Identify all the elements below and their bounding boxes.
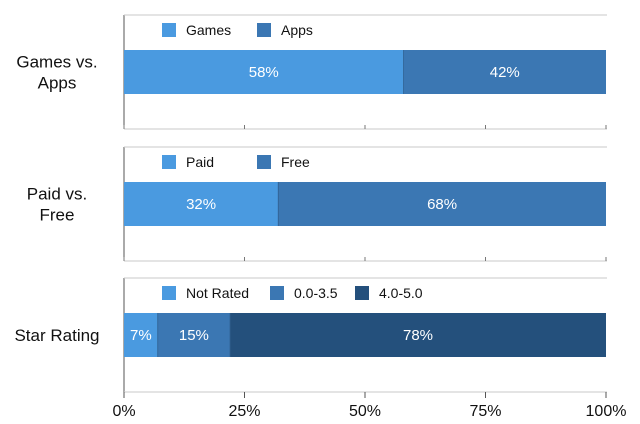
category-label: Paid vs. (27, 185, 87, 204)
legend-swatch (162, 155, 176, 169)
bar-segment[interactable] (403, 50, 606, 94)
data-label: 58% (249, 64, 279, 81)
data-label: 78% (403, 327, 433, 344)
bar-segment[interactable] (230, 313, 607, 357)
legend-label: Games (186, 22, 231, 38)
data-label: 7% (130, 327, 152, 344)
data-label: 15% (179, 327, 209, 344)
bar-segment[interactable] (278, 182, 606, 226)
legend-swatch (257, 23, 271, 37)
legend-swatch (162, 286, 176, 300)
legend-label: Paid (186, 154, 214, 170)
legend-label: 0.0-3.5 (294, 285, 338, 301)
x-tick-label: 75% (469, 403, 501, 420)
bar-segment[interactable] (157, 313, 231, 357)
legend-label: Apps (281, 22, 313, 38)
bar-segment[interactable] (124, 50, 404, 94)
legend-swatch (270, 286, 284, 300)
legend-label: 4.0-5.0 (379, 285, 423, 301)
bar-segment[interactable] (124, 313, 158, 357)
x-tick-label: 50% (349, 403, 381, 420)
legend-swatch (257, 155, 271, 169)
bar-segment[interactable] (124, 182, 279, 226)
legend-swatch (162, 23, 176, 37)
category-label: Apps (38, 74, 77, 93)
data-label: 68% (427, 196, 457, 213)
category-label: Free (40, 206, 75, 225)
category-label: Games vs. (16, 53, 97, 72)
category-label: Star Rating (14, 326, 99, 345)
x-tick-label: 100% (586, 403, 627, 420)
legend-label: Free (281, 154, 310, 170)
legend-label: Not Rated (186, 285, 249, 301)
legend-swatch (355, 286, 369, 300)
x-tick-label: 0% (112, 403, 135, 420)
data-label: 42% (490, 64, 520, 81)
data-label: 32% (186, 196, 216, 213)
x-tick-label: 25% (228, 403, 260, 420)
